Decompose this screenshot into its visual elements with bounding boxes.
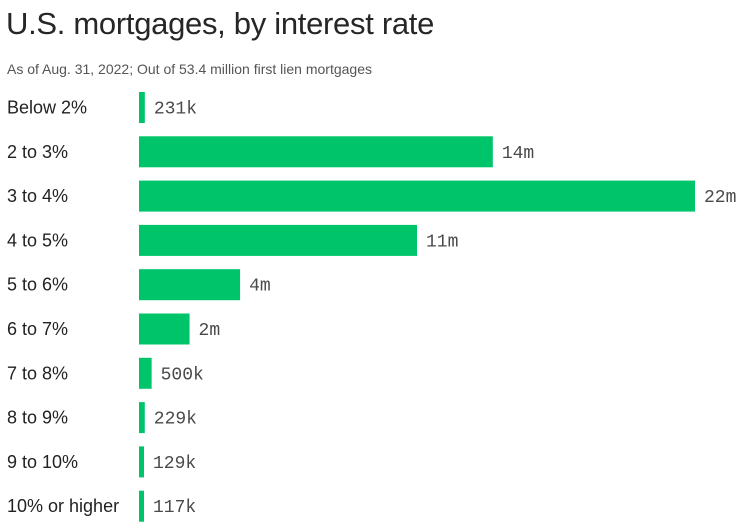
category-label: 3 to 4% — [7, 186, 68, 206]
value-label: 22m — [704, 188, 736, 208]
category-label: 6 to 7% — [7, 319, 68, 339]
category-label: 7 to 8% — [7, 363, 68, 383]
category-label: 9 to 10% — [7, 452, 78, 472]
value-label: 14m — [502, 144, 534, 164]
category-label: 5 to 6% — [7, 275, 68, 295]
category-label: 2 to 3% — [7, 142, 68, 162]
bar — [139, 92, 145, 123]
bar — [139, 136, 493, 168]
bar — [139, 224, 417, 256]
value-label: 229k — [154, 410, 197, 430]
category-label: Below 2% — [7, 98, 87, 118]
value-label: 117k — [153, 498, 196, 518]
bar — [139, 269, 241, 301]
bar — [139, 313, 190, 345]
value-label: 11m — [426, 232, 458, 252]
category-label: 4 to 5% — [7, 230, 68, 250]
bars-layer: Below 2% 231k 2 to 3% 14m 3 to 4% 22m 4 to 5% 1… — [7, 92, 736, 522]
value-label: 4m — [249, 277, 271, 297]
value-label: 129k — [153, 454, 196, 474]
value-label: 2m — [199, 321, 221, 341]
value-label: 500k — [161, 365, 204, 385]
chart-subtitle: As of Aug. 31, 2022; Out of 53.4 million… — [7, 61, 372, 77]
chart-title: U.S. mortgages, by interest rate — [6, 6, 435, 41]
category-label: 10% or higher — [7, 496, 119, 516]
bar — [139, 402, 145, 434]
category-label: 8 to 9% — [7, 408, 68, 428]
bar — [139, 180, 695, 212]
bar — [139, 357, 152, 389]
value-label: 231k — [154, 100, 197, 120]
bar — [139, 446, 144, 478]
bar — [139, 490, 144, 522]
